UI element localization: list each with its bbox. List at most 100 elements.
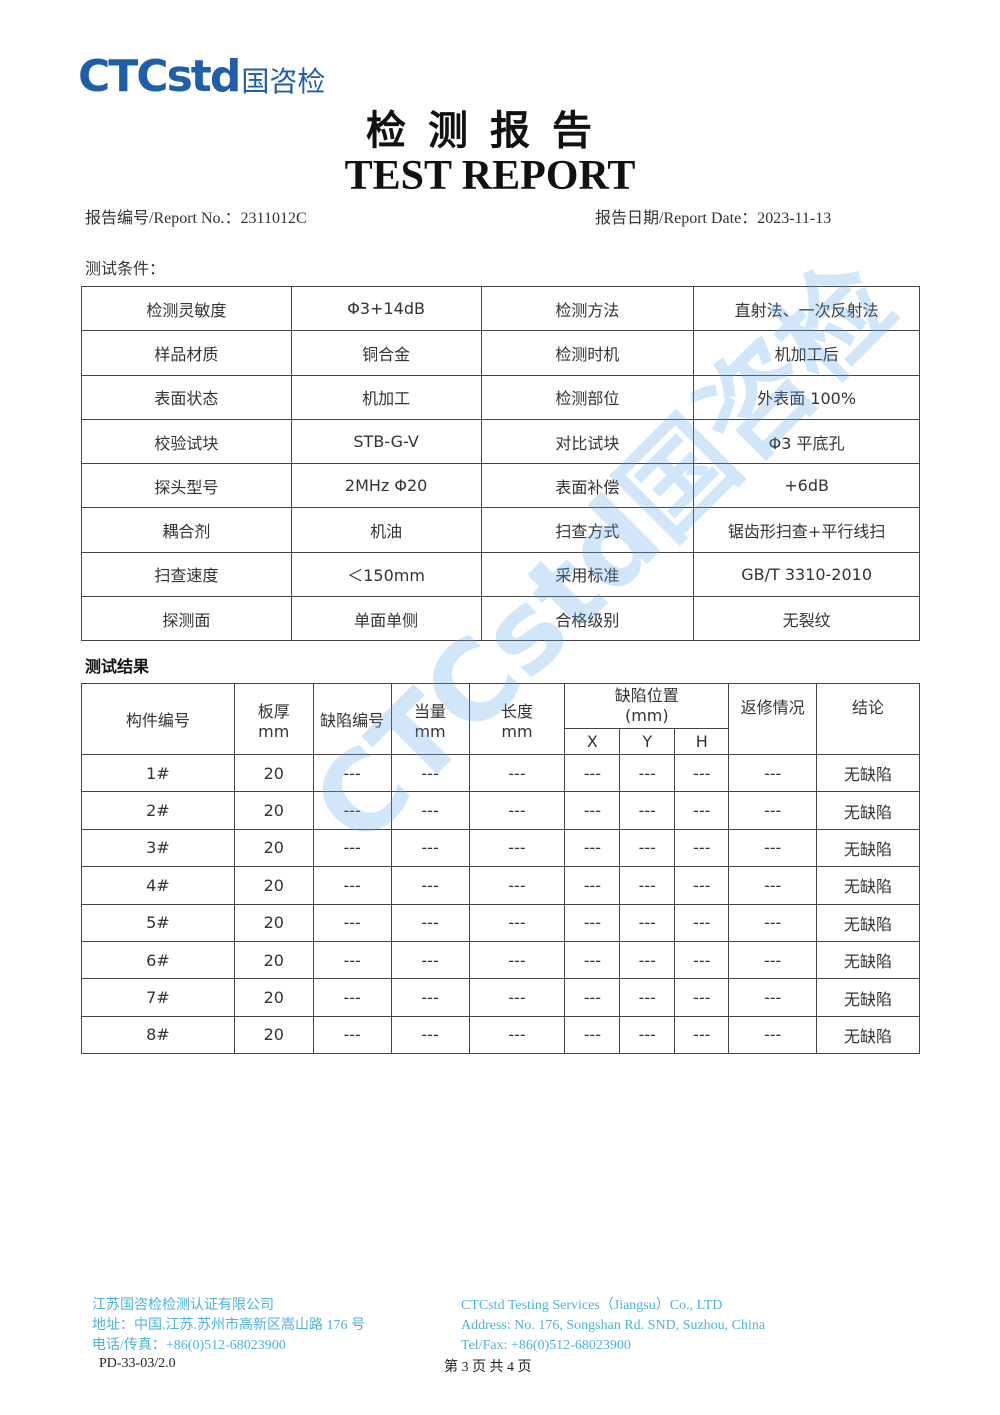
cell-pos-y: --- (619, 791, 676, 830)
cell-length: --- (468, 903, 566, 942)
header-part-no: 构件编号 (81, 683, 235, 755)
header-h: H (674, 728, 730, 755)
doc-code: PD-33-03/2.0 (99, 1356, 176, 1371)
cell-repair: --- (728, 828, 818, 868)
condition-label: 检测方法 (480, 285, 695, 332)
condition-label: 扫查速度 (81, 551, 292, 598)
header-repair: 返修情况 (728, 683, 818, 755)
condition-value: STB-G-V (290, 418, 482, 465)
cell-part-no: 1# (81, 753, 235, 793)
cell-thickness: 20 (233, 978, 314, 1017)
condition-label: 探测面 (81, 596, 292, 642)
condition-label: 检测部位 (480, 374, 695, 420)
condition-label: 样品材质 (81, 330, 292, 376)
condition-label: 合格级别 (480, 596, 695, 642)
cell-conclusion: 无缺陷 (816, 903, 920, 942)
ctcstd-logo: CTCstd国咨检 (78, 51, 326, 102)
condition-value: ＜150mm (290, 551, 482, 598)
cell-part-no: 8# (81, 1015, 235, 1055)
cell-conclusion: 无缺陷 (816, 753, 920, 793)
cell-equivalent: --- (390, 791, 470, 830)
cell-pos-y: --- (619, 978, 676, 1017)
cell-pos-y: --- (619, 903, 676, 942)
cell-pos-x: --- (564, 866, 621, 905)
cell-defect-no: --- (312, 866, 392, 905)
title-cn: 检测报告 (366, 107, 614, 154)
cell-part-no: 6# (81, 940, 235, 980)
condition-label: 采用标准 (480, 551, 695, 598)
cell-repair: --- (728, 866, 818, 905)
cell-repair: --- (728, 753, 818, 793)
header-conclusion: 结论 (816, 683, 920, 755)
results-table: 构件编号 板厚 mm 缺陷编号 当量 mm 长度 mm 缺陷位置 (mm) 返修情况 结… (81, 683, 920, 1055)
condition-label: 对比试块 (480, 418, 695, 465)
footer-en-tel: Tel/Fax: +86(0)512-68023900 (461, 1338, 631, 1353)
cell-pos-y: --- (619, 940, 676, 980)
header-position: 缺陷位置 (mm) (564, 683, 730, 729)
cell-repair: --- (728, 978, 818, 1017)
condition-value: 机加工 (290, 374, 482, 420)
cell-thickness: 20 (233, 791, 314, 830)
cell-defect-no: --- (312, 903, 392, 942)
cell-thickness: 20 (233, 940, 314, 980)
cell-defect-no: --- (312, 978, 392, 1017)
condition-label: 校验试块 (81, 418, 292, 465)
cell-repair: --- (728, 940, 818, 980)
cell-thickness: 20 (233, 753, 314, 793)
cell-defect-no: --- (312, 1015, 392, 1055)
cell-conclusion: 无缺陷 (816, 791, 920, 830)
cell-conclusion: 无缺陷 (816, 1015, 920, 1055)
cell-equivalent: --- (390, 940, 470, 980)
cell-conclusion: 无缺陷 (816, 828, 920, 868)
condition-value: Φ3+14dB (290, 285, 482, 332)
cell-part-no: 3# (81, 828, 235, 868)
condition-label: 耦合剂 (81, 507, 292, 553)
title-en: TEST REPORT (344, 153, 636, 199)
cell-pos-x: --- (564, 903, 621, 942)
conditions-row: 样品材质 铜合金 检测时机 机加工后 (81, 330, 920, 376)
conditions-row: 表面状态 机加工 检测部位 外表面 100% (81, 374, 920, 420)
condition-value: GB/T 3310-2010 (693, 551, 920, 598)
cell-pos-h: --- (674, 866, 730, 905)
conditions-table: 检测灵敏度 Φ3+14dB 检测方法 直射法、一次反射法 样品材质 铜合金 检测时机 机加工后… (81, 285, 920, 642)
condition-value: 铜合金 (290, 330, 482, 376)
cell-length: --- (468, 828, 566, 868)
results-label: 测试结果 (85, 657, 150, 676)
cell-pos-x: --- (564, 791, 621, 830)
cell-pos-y: --- (619, 753, 676, 793)
cell-part-no: 5# (81, 903, 235, 942)
report-date: 报告日期/Report Date：2023-11-13 (595, 210, 832, 227)
footer-en-address: Address: No. 176, Songshan Rd. SND, Suzh… (461, 1318, 766, 1333)
results-row: 6# 20 --- --- --- --- --- --- --- 无缺陷 (81, 940, 920, 980)
cell-pos-y: --- (619, 828, 676, 868)
cell-pos-x: --- (564, 753, 621, 793)
footer-en: CTCstd Testing Services（Jiangsu）Co., LTD… (461, 1296, 765, 1356)
cell-equivalent: --- (390, 753, 470, 793)
footer-cn: 江苏国咨检检测认证有限公司 地址：中国.江苏.苏州市高新区嵩山路 176 号 电… (92, 1296, 365, 1356)
cell-pos-h: --- (674, 791, 730, 830)
footer-cn-tel: 电话/传真：+86(0)512-68023900 (92, 1338, 286, 1353)
page-number: 第 3 页 共 4 页 (444, 1360, 532, 1375)
cell-thickness: 20 (233, 828, 314, 868)
cell-thickness: 20 (233, 1015, 314, 1055)
condition-value: 外表面 100% (693, 374, 920, 420)
conditions-row: 扫查速度 ＜150mm 采用标准 GB/T 3310-2010 (81, 551, 920, 598)
condition-value: 直射法、一次反射法 (693, 285, 920, 332)
header-x: X (564, 728, 621, 755)
conditions-label: 测试条件： (85, 259, 166, 278)
report-number: 报告编号/Report No.：2311012C (85, 210, 307, 227)
results-row: 5# 20 --- --- --- --- --- --- --- 无缺陷 (81, 903, 920, 942)
cell-thickness: 20 (233, 903, 314, 942)
results-row: 3# 20 --- --- --- --- --- --- --- 无缺陷 (81, 828, 920, 868)
condition-label: 表面状态 (81, 374, 292, 420)
condition-label: 检测时机 (480, 330, 695, 376)
cell-pos-x: --- (564, 828, 621, 868)
cell-defect-no: --- (312, 791, 392, 830)
results-row: 8# 20 --- --- --- --- --- --- --- 无缺陷 (81, 1015, 920, 1055)
condition-value: +6dB (693, 463, 920, 509)
cell-pos-h: --- (674, 828, 730, 868)
cell-pos-h: --- (674, 903, 730, 942)
results-row: 7# 20 --- --- --- --- --- --- --- 无缺陷 (81, 978, 920, 1017)
conditions-row: 检测灵敏度 Φ3+14dB 检测方法 直射法、一次反射法 (81, 285, 920, 332)
